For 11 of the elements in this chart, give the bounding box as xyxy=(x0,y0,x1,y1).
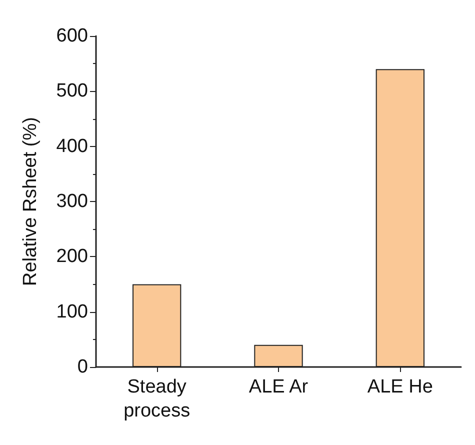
y-tick-label: 500 xyxy=(56,80,88,102)
x-tick-label: ALE He xyxy=(367,376,433,398)
x-tick-label: ALE Ar xyxy=(248,376,309,398)
y-tick-label: 400 xyxy=(56,136,88,157)
x-tick-label: Steady process xyxy=(124,376,190,422)
y-axis-title: Relative Rsheet (%) xyxy=(20,117,41,286)
y-tick-label: 600 xyxy=(56,26,88,46)
y-tick-label: 200 xyxy=(56,246,88,268)
y-tick-label: 300 xyxy=(56,191,88,212)
y-tick-label: 0 xyxy=(77,356,88,378)
y-tick-label: 100 xyxy=(56,301,88,322)
